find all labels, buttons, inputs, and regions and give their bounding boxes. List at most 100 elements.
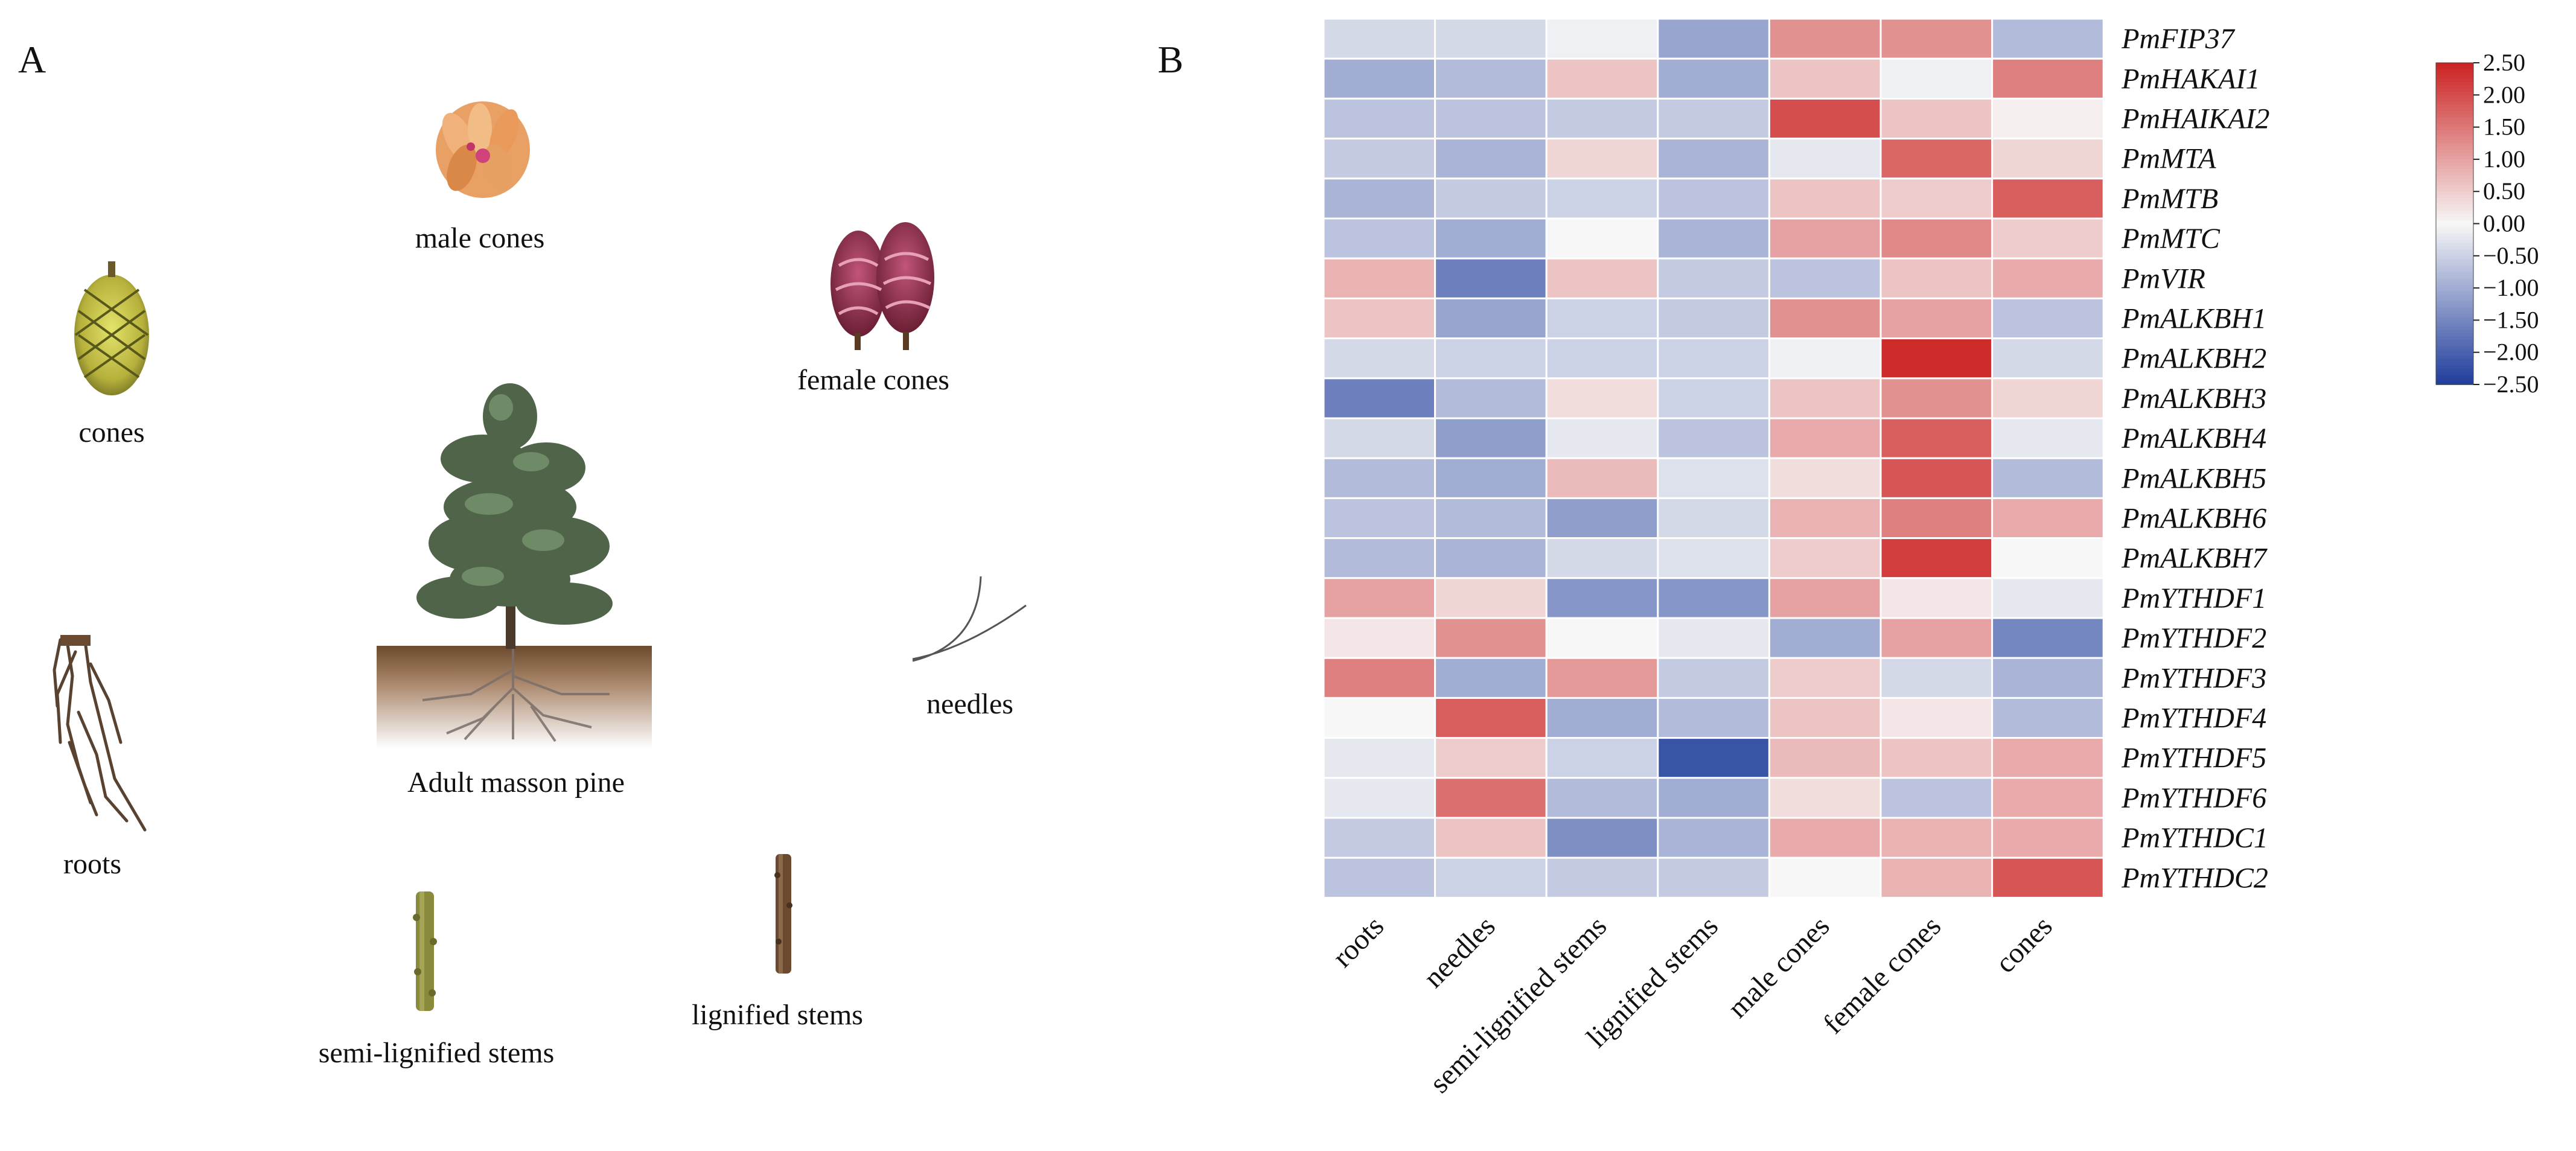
heatmap-cell: [1545, 217, 1659, 260]
colorbar-segment: [2436, 378, 2473, 382]
colorbar-segment: [2436, 368, 2473, 372]
heatmap-cell: [1768, 18, 1882, 60]
heatmap-cell: [1322, 577, 1436, 619]
colorbar-segment: [2436, 252, 2473, 257]
colorbar-segment: [2436, 307, 2473, 311]
colorbar-segment: [2436, 143, 2473, 147]
heatmap-cell: [1434, 777, 1548, 819]
heatmap-cell: [1322, 817, 1436, 859]
heatmap-cell: [1545, 617, 1659, 659]
heatmap-cell: [1434, 97, 1548, 140]
row-label: PmFIP37: [2121, 23, 2236, 55]
heatmap-cell: [1545, 417, 1659, 459]
colorbar-segment: [2436, 365, 2473, 369]
heatmap-cell: [1322, 697, 1436, 739]
heatmap-cell: [1657, 697, 1770, 739]
heatmap-cell: [1768, 177, 1882, 220]
colorbar-segment: [2436, 114, 2473, 118]
colorbar-segment: [2436, 185, 2473, 189]
colorbar-segment: [2436, 172, 2473, 176]
heatmap-cell: [1991, 737, 2105, 779]
heatmap-cell: [1434, 737, 1548, 779]
cones-image: [74, 261, 149, 395]
colorbar-segment: [2436, 191, 2473, 196]
heatmap-cell: [1657, 856, 1770, 899]
heatmap-cell: [1657, 657, 1770, 699]
heatmap-cell: [1657, 497, 1770, 540]
heatmap-cell: [1768, 697, 1882, 739]
heatmap-cell: [1545, 457, 1659, 499]
colorbar-segment: [2436, 301, 2473, 305]
colorbar-segment: [2436, 182, 2473, 186]
colorbar-tick-label: 2.00: [2483, 81, 2525, 108]
heatmap-cell: [1545, 777, 1659, 819]
colorbar-segment: [2436, 194, 2473, 199]
heatmap-cell: [1768, 97, 1882, 140]
heatmap-cell: [1545, 537, 1659, 579]
heatmap-cell: [1991, 537, 2105, 579]
column-label: male cones: [1721, 910, 1835, 1024]
heatmap-cell: [1768, 377, 1882, 419]
heatmap-cell: [1657, 177, 1770, 220]
row-label: PmYTHDF2: [2121, 622, 2266, 654]
heatmap-cell: [1545, 856, 1659, 899]
row-label: PmALKBH3: [2121, 383, 2266, 415]
heatmap-cell: [1991, 217, 2105, 260]
heatmap-cell: [1879, 138, 1994, 180]
heatmap-cell: [1768, 817, 1882, 859]
heatmap-cell: [1991, 97, 2105, 140]
heatmap-cell: [1991, 497, 2105, 540]
heatmap-cell: [1657, 457, 1770, 499]
heatmap-cell: [1991, 57, 2105, 100]
heatmap-cell: [1768, 497, 1882, 540]
colorbar-segment: [2436, 178, 2473, 183]
heatmap-cell: [1322, 217, 1436, 260]
row-label: PmHAIKAI2: [2121, 103, 2269, 135]
heatmap-cell: [1657, 337, 1770, 380]
colorbar-segment: [2436, 333, 2473, 337]
colorbar-segment: [2436, 236, 2473, 240]
row-label: PmYTHDF1: [2121, 582, 2266, 614]
heatmap-cell: [1322, 177, 1436, 220]
colorbar-segment: [2436, 342, 2473, 346]
colorbar-segment: [2436, 201, 2473, 205]
row-label: PmMTC: [2121, 223, 2221, 255]
colorbar-segment: [2436, 72, 2473, 77]
heatmap-cell: [1991, 138, 2105, 180]
heatmap-cell: [1545, 697, 1659, 739]
heatmap-cell: [1434, 657, 1548, 699]
label-adult-pine: Adult masson pine: [407, 767, 625, 799]
row-label: PmALKBH5: [2121, 462, 2266, 494]
heatmap-cell: [1879, 577, 1994, 619]
heatmap-cell: [1545, 377, 1659, 419]
heatmap-cell: [1879, 737, 1994, 779]
colorbar-segment: [2436, 313, 2473, 317]
colorbar-segment: [2436, 330, 2473, 334]
colorbar-segment: [2436, 127, 2473, 131]
heatmap-cell: [1768, 57, 1882, 100]
colorbar-segment: [2436, 275, 2473, 279]
colorbar-segment: [2436, 101, 2473, 106]
heatmap-cell: [1768, 577, 1882, 619]
colorbar-segment: [2436, 259, 2473, 263]
heatmap-cell: [1879, 177, 1994, 220]
heatmap-cell: [1768, 856, 1882, 899]
heatmap-cell: [1991, 657, 2105, 699]
heatmap-cell: [1545, 297, 1659, 340]
heatmap-cell: [1879, 18, 1994, 60]
heatmap-cell: [1657, 57, 1770, 100]
label-roots: roots: [63, 848, 121, 880]
colorbar-segment: [2436, 371, 2473, 375]
colorbar-segment: [2436, 98, 2473, 102]
colorbar-segment: [2436, 104, 2473, 109]
colorbar-segment: [2436, 223, 2473, 228]
colorbar-segment: [2436, 162, 2473, 167]
heatmap-cell: [1434, 577, 1548, 619]
colorbar-segment: [2436, 359, 2473, 363]
colorbar-segment: [2436, 240, 2473, 244]
colorbar-segment: [2436, 85, 2473, 89]
label-needles: needles: [926, 688, 1013, 720]
colorbar-segment: [2436, 107, 2473, 112]
colorbar-segment: [2436, 168, 2473, 173]
colorbar-segment: [2436, 233, 2473, 237]
